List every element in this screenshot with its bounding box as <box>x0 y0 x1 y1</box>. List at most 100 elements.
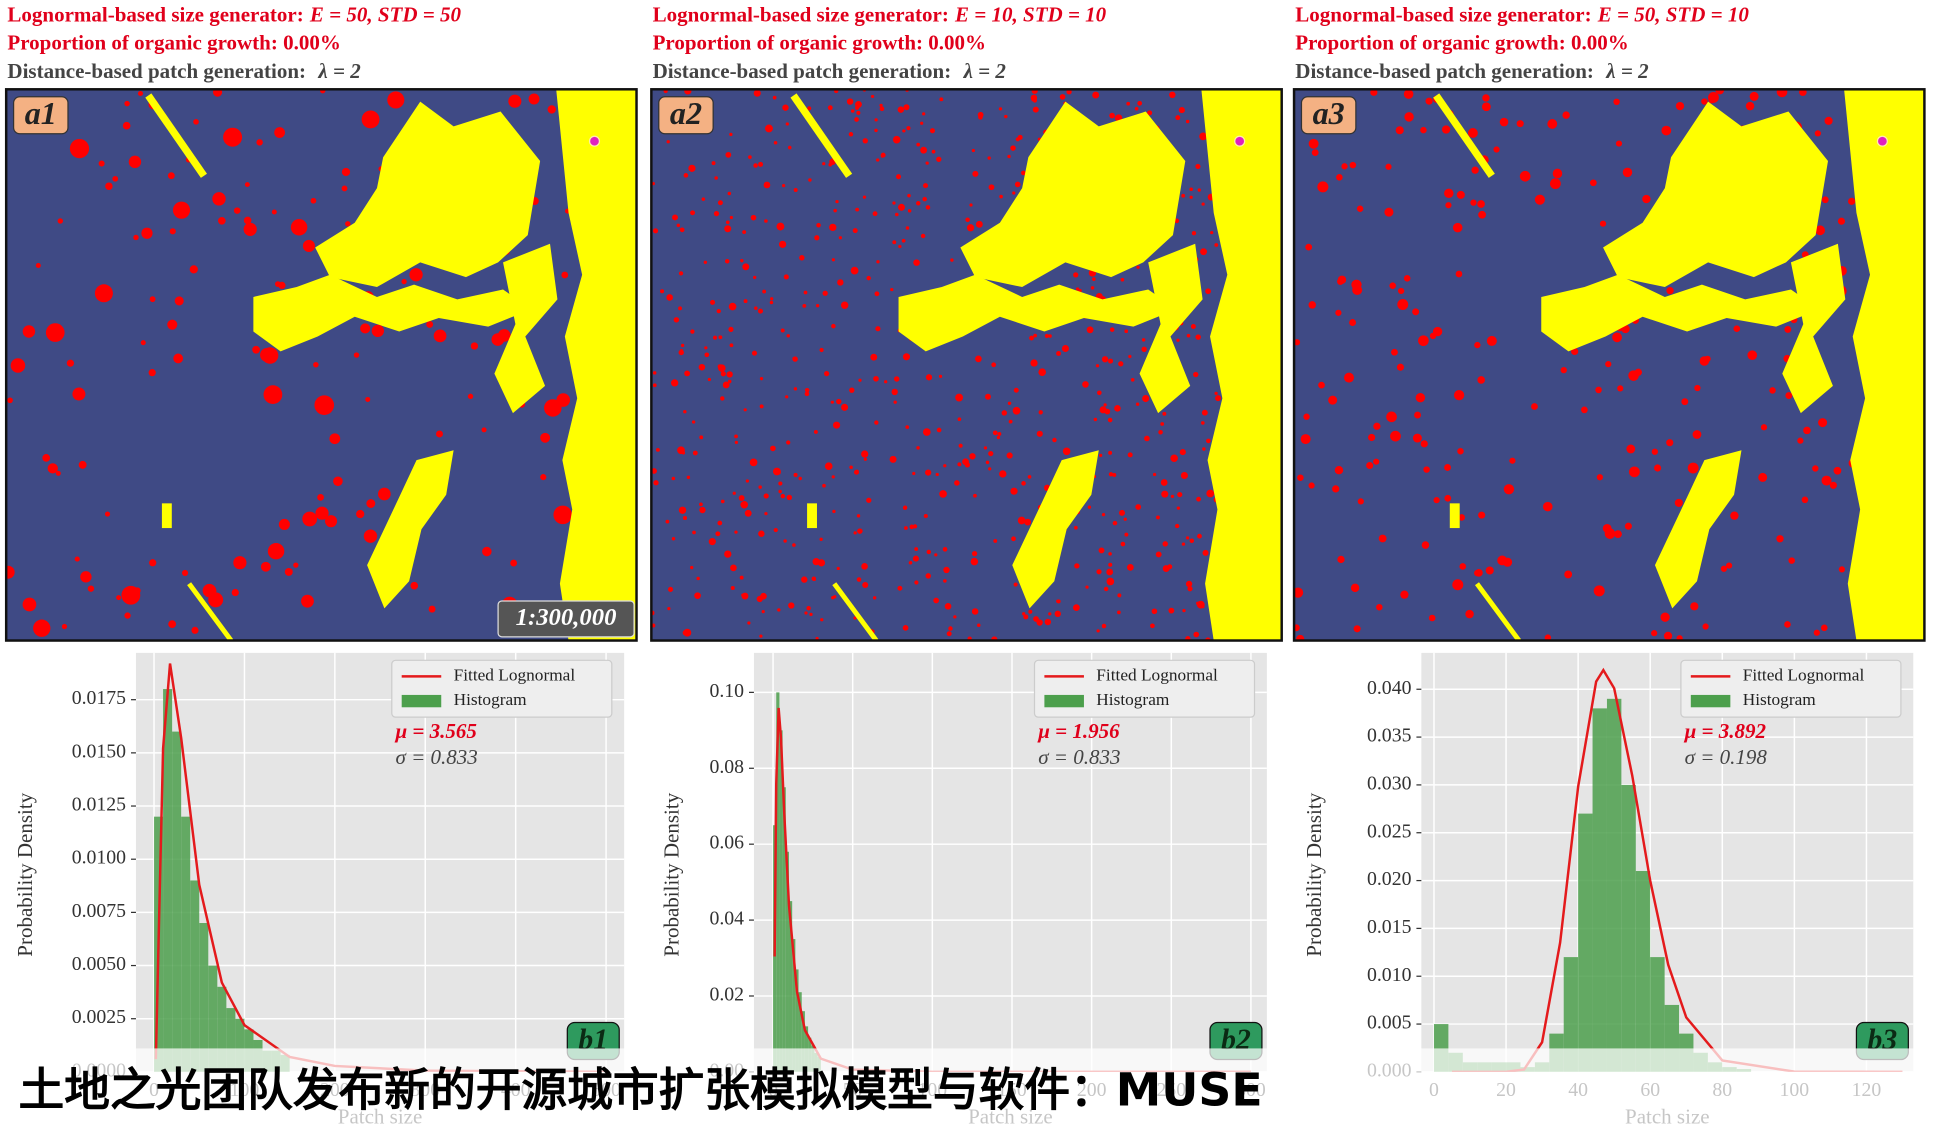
urban-patch <box>804 611 808 615</box>
urban-patch <box>1797 437 1804 444</box>
urban-patch <box>920 146 928 154</box>
urban-patch <box>377 487 391 501</box>
urban-patch <box>1725 562 1733 569</box>
urban-patch <box>1096 629 1100 633</box>
urban-patch <box>1103 586 1109 592</box>
urban-patch <box>1215 395 1221 402</box>
histogram-bar <box>795 969 799 1072</box>
legend-swatch <box>1044 694 1084 708</box>
urban-patch <box>1031 97 1036 102</box>
urban-patch <box>690 565 694 570</box>
urban-patch <box>773 140 778 145</box>
urban-patch <box>1453 389 1465 401</box>
urban-patch <box>822 483 826 488</box>
urban-patch <box>807 106 812 111</box>
scale-box <box>497 600 635 638</box>
urban-patch <box>936 156 942 162</box>
urban-patch <box>1745 101 1755 111</box>
urban-patch <box>122 121 131 130</box>
histogram-bar <box>779 730 783 1072</box>
urban-patch <box>148 369 156 377</box>
land-area <box>1541 274 1820 352</box>
panel-header: Lognormal-based size generator: E = 10, S… <box>653 2 1107 26</box>
urban-patch <box>966 224 975 232</box>
urban-patch <box>904 526 908 530</box>
urban-patch <box>762 289 767 294</box>
urban-patch <box>852 228 858 234</box>
urban-patch <box>1201 409 1208 416</box>
urban-patch <box>1305 243 1313 251</box>
urban-patch <box>1477 200 1485 208</box>
urban-patch <box>371 324 385 338</box>
urban-patch <box>1471 166 1479 174</box>
urban-patch <box>1353 625 1361 633</box>
urban-patch <box>329 433 341 445</box>
urban-patch <box>1626 444 1636 454</box>
urban-patch <box>1395 126 1404 135</box>
urban-patch <box>836 398 842 405</box>
urban-patch <box>753 275 757 280</box>
generator-params: E = 50, STD = 50 <box>309 2 462 26</box>
urban-patch <box>1109 112 1115 119</box>
generator-label: Lognormal-based size generator: <box>7 2 303 26</box>
urban-patch <box>874 420 879 425</box>
urban-patch <box>1708 92 1719 103</box>
urban-patch <box>758 530 765 537</box>
y-axis-label: Probability Density <box>1302 792 1326 956</box>
urban-patch <box>849 387 855 393</box>
urban-patch <box>832 421 841 429</box>
urban-patch <box>1784 621 1791 628</box>
urban-patch <box>1337 278 1344 285</box>
urban-patch <box>1114 405 1121 412</box>
urban-patch <box>1182 608 1186 613</box>
urban-patch <box>1120 277 1125 282</box>
urban-patch <box>987 156 991 160</box>
urban-patch <box>804 387 810 393</box>
urban-patch <box>799 255 805 261</box>
urban-patch <box>1564 570 1573 579</box>
urban-patch <box>1428 614 1436 622</box>
urban-patch <box>652 383 657 388</box>
urban-patch <box>1066 89 1072 95</box>
urban-patch <box>957 462 962 467</box>
urban-patch <box>862 581 869 589</box>
urban-patch <box>655 447 660 452</box>
urban-patch <box>1126 563 1134 571</box>
urban-patch <box>893 376 900 382</box>
urban-patch <box>1595 386 1602 394</box>
urban-patch <box>819 347 824 353</box>
urban-patch <box>1007 401 1012 406</box>
urban-patch <box>1196 601 1200 605</box>
urban-patch <box>1059 94 1066 100</box>
urban-patch <box>950 258 954 262</box>
urban-patch <box>715 531 721 537</box>
urban-patch <box>341 167 351 177</box>
urban-patch <box>1297 474 1304 481</box>
urban-patch <box>1052 437 1057 443</box>
urban-patch <box>720 499 725 504</box>
urban-patch <box>692 450 698 456</box>
urban-patch <box>1193 631 1200 638</box>
legend-label: Histogram <box>1743 690 1817 709</box>
urban-patch <box>780 493 786 499</box>
urban-patch <box>310 197 317 204</box>
urban-patch <box>1090 286 1095 290</box>
urban-patch <box>1420 126 1427 134</box>
urban-patch <box>684 370 691 377</box>
urban-patch <box>691 420 696 424</box>
urban-patch <box>482 546 492 557</box>
histogram-bar <box>163 689 173 1072</box>
urban-patch <box>711 161 716 166</box>
urban-patch <box>1036 619 1043 626</box>
distance-header: Distance-based patch generation: λ = 2 <box>7 59 361 83</box>
urban-patch <box>1160 479 1168 486</box>
urban-patch <box>1178 107 1185 114</box>
urban-patch <box>983 446 988 450</box>
urban-patch <box>1821 475 1832 486</box>
urban-patch <box>1544 634 1552 641</box>
urban-patch <box>1177 491 1183 498</box>
urban-patch <box>841 403 849 411</box>
urban-patch <box>133 234 139 241</box>
urban-patch <box>267 542 285 560</box>
urban-patch <box>1128 354 1132 359</box>
